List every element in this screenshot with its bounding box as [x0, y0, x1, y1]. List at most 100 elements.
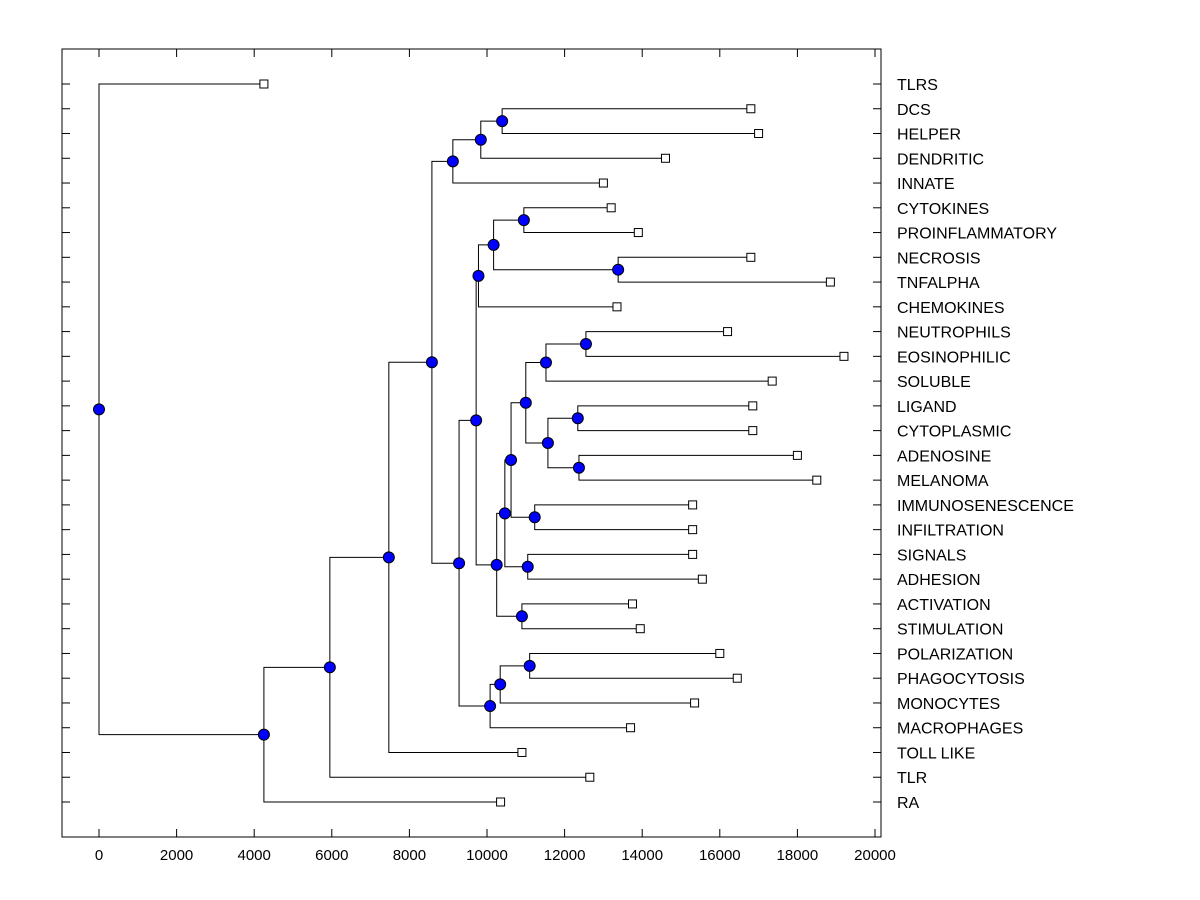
leaf-marker — [754, 129, 764, 139]
internal-node-marker — [521, 560, 534, 573]
leaf-label: INFILTRATION — [897, 523, 1004, 540]
plot-frame — [61, 48, 882, 838]
leaf-label: HELPER — [897, 127, 961, 144]
leaf-label: LIGAND — [897, 399, 957, 416]
leaf-marker — [606, 203, 616, 213]
internal-node-marker — [519, 396, 532, 409]
leaf-label: CYTOKINES — [897, 201, 989, 218]
leaf-marker — [792, 450, 802, 460]
tree-link — [431, 160, 453, 363]
internal-node-marker — [472, 269, 485, 282]
x-axis-tick-labels: 0 2000 4000 6000 8000 10000 12000 14000 16000 180… — [95, 847, 896, 864]
leaf-label: ADENOSINE — [897, 448, 991, 465]
leaf-label: MACROPHAGES — [897, 721, 1023, 738]
tree-link — [475, 420, 497, 566]
leaf-label: NEUTROPHILS — [897, 325, 1011, 342]
leaf-marker — [635, 624, 645, 634]
leaf-marker — [612, 302, 622, 312]
tree-link — [329, 556, 389, 668]
leaf-marker — [688, 525, 698, 535]
internal-node-marker — [425, 356, 438, 369]
tree-link — [431, 362, 460, 564]
leaf-marker — [496, 797, 506, 807]
leaf-label: IMMUNOSENESCENCE — [897, 498, 1074, 515]
leaf-label: CHEMOKINES — [897, 300, 1005, 317]
leaf-marker — [660, 153, 670, 163]
internal-node-marker — [579, 337, 592, 350]
x-tick-label: 0 — [95, 847, 103, 864]
leaf-marker — [812, 475, 822, 485]
leaf-label: PROINFLAMMATORY — [897, 226, 1057, 243]
leaf-labels: TLRS DCS HELPER DENDRITIC INNATE CYTOKINES PRO… — [897, 77, 1074, 812]
leaf-label: SIGNALS — [897, 547, 966, 564]
tree-link — [477, 275, 617, 308]
leaf-label: DENDRITIC — [897, 151, 984, 168]
leaf-marker — [697, 574, 707, 584]
tree-link — [480, 139, 666, 159]
tree-link — [480, 120, 503, 140]
leaf-marker — [626, 723, 636, 733]
leaf-label: MONOCYTES — [897, 696, 1000, 713]
internal-node-marker — [528, 511, 541, 524]
leaf-marker — [746, 104, 756, 114]
x-tick-label: 8000 — [393, 847, 426, 864]
leaf-label: POLARIZATION — [897, 646, 1013, 663]
leaf-label: TOLL LIKE — [897, 745, 975, 762]
tree-link — [545, 343, 586, 363]
internal-node-marker — [612, 263, 625, 276]
leaf-marker — [723, 327, 733, 337]
leaf-label: INNATE — [897, 176, 954, 193]
leaf-marker — [748, 426, 758, 436]
tree-link — [545, 362, 773, 382]
x-tick-label: 4000 — [238, 847, 271, 864]
leaf-marker — [633, 228, 643, 238]
tree-link — [547, 417, 578, 443]
tree-link — [510, 460, 535, 518]
leaf-label: TLRS — [897, 77, 938, 94]
leaf-label: CYTOPLASMIC — [897, 424, 1011, 441]
tree-link — [496, 564, 522, 617]
leaf-marker — [746, 252, 756, 262]
leaf-marker — [767, 376, 777, 386]
tree-link — [499, 665, 530, 685]
leaf-marker — [688, 500, 698, 510]
x-tick-label: 16000 — [699, 847, 741, 864]
leaf-marker — [688, 549, 698, 559]
leaf-label: STIMULATION — [897, 622, 1003, 639]
tree-link — [388, 557, 522, 753]
tree-link — [452, 161, 604, 184]
internal-node-marker — [470, 414, 483, 427]
tree-link — [493, 244, 619, 271]
tree-link — [499, 684, 695, 704]
leaf-label: EOSINOPHILIC — [897, 349, 1011, 366]
internal-node-marker — [453, 557, 466, 570]
leaf-marker — [715, 648, 725, 658]
leaf-label: MELANOMA — [897, 473, 989, 490]
internal-node-marker — [484, 700, 497, 713]
internal-node-marker — [93, 403, 105, 416]
internal-node-marker — [523, 659, 536, 672]
leaf-marker — [825, 277, 835, 287]
tree-link — [525, 402, 548, 444]
tree-link — [388, 361, 432, 558]
internal-node-marker — [498, 507, 511, 520]
leaf-label: RA — [897, 795, 920, 812]
x-tick-label: 10000 — [466, 847, 508, 864]
internal-node-marker — [487, 238, 500, 251]
internal-node-marker — [474, 133, 487, 146]
tree-links — [98, 83, 844, 803]
leaf-label: TLR — [897, 770, 927, 787]
tree-link — [493, 219, 524, 245]
internal-node-marker — [572, 461, 585, 474]
internal-node-marker — [571, 412, 584, 425]
tree-link — [263, 734, 501, 803]
tree-link — [452, 139, 481, 162]
leaf-label: ACTIVATION — [897, 597, 991, 614]
internal-node-marker — [323, 661, 336, 674]
tree-link — [458, 563, 491, 707]
leaf-marker — [839, 351, 849, 361]
leaf-marker — [690, 698, 700, 708]
leaf-label: ADHESION — [897, 572, 981, 589]
tree-link — [547, 443, 579, 469]
leaf-marker — [517, 747, 527, 757]
